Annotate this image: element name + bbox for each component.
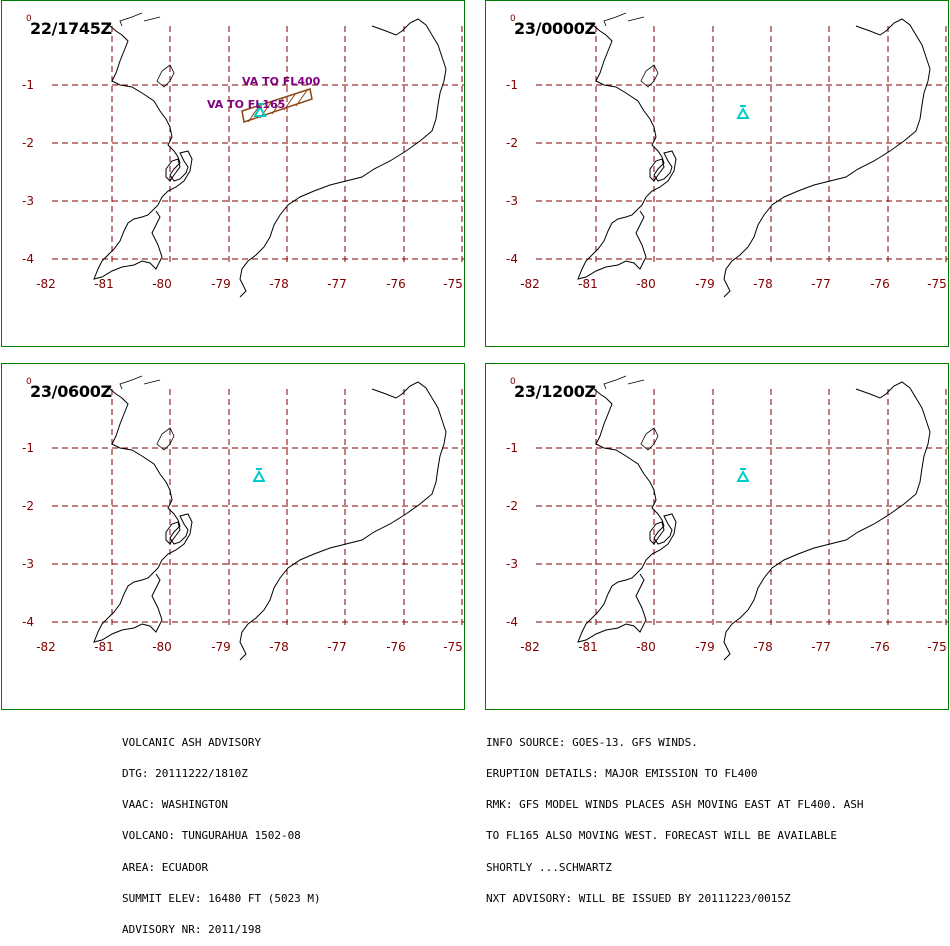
- lon-label: -76: [386, 640, 406, 654]
- panel-time: 22/1745Z: [30, 19, 112, 38]
- coastline: [577, 375, 931, 661]
- lon-label: -75: [927, 640, 947, 654]
- lon-label: -80: [636, 640, 656, 654]
- map-graphics: [536, 12, 948, 298]
- panel-time: 23/0600Z: [30, 382, 112, 401]
- coastline: [93, 375, 447, 661]
- corner-label: 0: [510, 14, 516, 24]
- lon-label: -78: [269, 277, 289, 291]
- map-panel-2: 0 23/0000Z -1 -2 -3 -4 -82 -81 -80 -79 -…: [485, 0, 949, 347]
- lon-label: -76: [386, 277, 406, 291]
- advisory-line: VAAC: WASHINGTON: [122, 798, 228, 812]
- map-graphics: [52, 12, 464, 298]
- lon-label: -75: [443, 277, 463, 291]
- map-panel-3: 0 23/0600Z -1 -2 -3 -4 -82 -81 -80 -79 -…: [1, 363, 465, 710]
- lon-label: -77: [327, 277, 347, 291]
- advisory-line: VOLCANIC ASH ADVISORY: [122, 735, 262, 749]
- lon-label: -79: [695, 277, 715, 291]
- lon-label: -82: [36, 640, 56, 654]
- lat-label: -3: [22, 557, 34, 571]
- lon-label: -75: [443, 640, 463, 654]
- lat-label: -4: [22, 615, 34, 629]
- advisory-line: TO FL165 ALSO MOVING WEST. FORECAST WILL…: [486, 829, 837, 843]
- volcano-triangle-icon: [736, 105, 750, 119]
- coastline: [93, 12, 447, 298]
- lon-label: -75: [927, 277, 947, 291]
- advisory-line: ADVISORY NR: 2011/198: [122, 923, 262, 937]
- lon-label: -81: [578, 640, 598, 654]
- lat-label: -4: [22, 252, 34, 266]
- lat-label: -4: [506, 252, 518, 266]
- panel-time: 23/0000Z: [514, 19, 596, 38]
- lon-label: -77: [811, 640, 831, 654]
- lat-label: -1: [506, 441, 518, 455]
- lon-label: -76: [870, 277, 890, 291]
- advisory-line: ERUPTION DETAILS: MAJOR EMISSION TO FL40…: [486, 767, 758, 781]
- advisory-text-right: INFO SOURCE: GOES-13. GFS WINDS. ERUPTIO…: [486, 717, 864, 915]
- volcano-triangle-icon: [252, 468, 266, 482]
- lon-label: -79: [211, 277, 231, 291]
- lon-label: -77: [327, 640, 347, 654]
- grid-lines: [536, 26, 948, 263]
- lat-label: -2: [506, 136, 518, 150]
- advisory-text-left: VOLCANIC ASH ADVISORY DTG: 20111222/1810…: [122, 717, 321, 946]
- advisory-line: DTG: 20111222/1810Z: [122, 767, 248, 781]
- lat-label: -2: [506, 499, 518, 513]
- volcano-triangle-icon: [736, 468, 750, 482]
- map-graphics: [52, 375, 464, 661]
- corner-label: 0: [510, 377, 516, 387]
- lat-label: -1: [506, 78, 518, 92]
- advisory-line: NXT ADVISORY: WILL BE ISSUED BY 20111223…: [486, 891, 791, 905]
- lon-label: -82: [520, 277, 540, 291]
- advisory-line: RMK: GFS MODEL WINDS PLACES ASH MOVING E…: [486, 798, 864, 812]
- coastline: [577, 12, 931, 298]
- map-panel-1: 0 22/1745Z VA TO FL400 VA TO FL165 -1 -2…: [1, 0, 465, 347]
- lon-label: -80: [152, 277, 172, 291]
- lat-label: -1: [22, 441, 34, 455]
- lon-label: -82: [520, 640, 540, 654]
- lat-label: -3: [506, 194, 518, 208]
- lon-label: -77: [811, 277, 831, 291]
- lat-label: -2: [22, 136, 34, 150]
- lon-label: -80: [636, 277, 656, 291]
- lat-label: -1: [22, 78, 34, 92]
- advisory-line: INFO SOURCE: GOES-13. GFS WINDS.: [486, 735, 698, 749]
- corner-label: 0: [26, 377, 32, 387]
- grid-lines: [536, 389, 948, 626]
- volcano-triangle-icon: [253, 103, 267, 117]
- lon-label: -78: [269, 640, 289, 654]
- va-label-fl400: VA TO FL400: [242, 75, 321, 88]
- lon-label: -79: [695, 640, 715, 654]
- grid-lines: [52, 389, 464, 626]
- va-label-fl165: VA TO FL165: [207, 98, 286, 111]
- lon-label: -79: [211, 640, 231, 654]
- lon-label: -80: [152, 640, 172, 654]
- lat-label: -2: [22, 499, 34, 513]
- corner-label: 0: [26, 14, 32, 24]
- ash-polygon: [241, 88, 313, 123]
- lon-label: -81: [94, 640, 114, 654]
- panel-time: 23/1200Z: [514, 382, 596, 401]
- advisory-line: VOLCANO: TUNGURAHUA 1502-08: [122, 829, 301, 843]
- advisory-line: SHORTLY ...SCHWARTZ: [486, 860, 612, 874]
- lat-label: -3: [506, 557, 518, 571]
- advisory-line: SUMMIT ELEV: 16480 FT (5023 M): [122, 891, 321, 905]
- lon-label: -76: [870, 640, 890, 654]
- lon-label: -81: [578, 277, 598, 291]
- lat-label: -3: [22, 194, 34, 208]
- map-panel-4: 0 23/1200Z -1 -2 -3 -4 -82 -81 -80 -79 -…: [485, 363, 949, 710]
- lon-label: -82: [36, 277, 56, 291]
- lon-label: -81: [94, 277, 114, 291]
- lon-label: -78: [753, 277, 773, 291]
- lon-label: -78: [753, 640, 773, 654]
- advisory-line: AREA: ECUADOR: [122, 860, 209, 874]
- lat-label: -4: [506, 615, 518, 629]
- map-graphics: [536, 375, 948, 661]
- grid-lines: [52, 26, 464, 263]
